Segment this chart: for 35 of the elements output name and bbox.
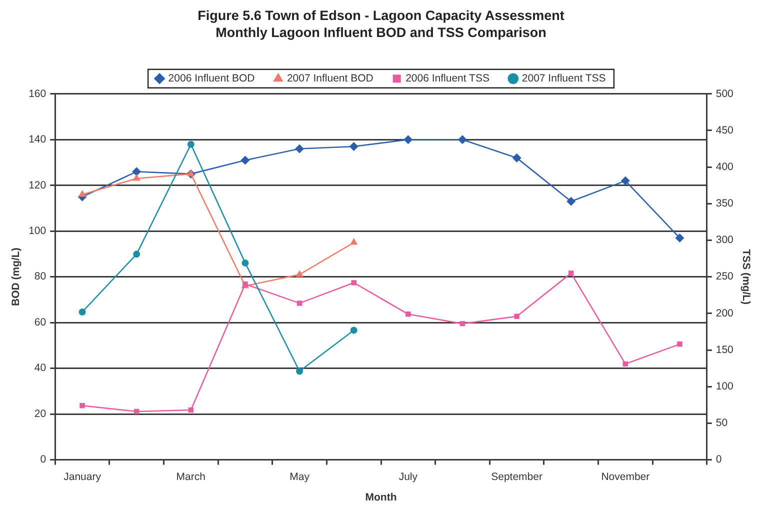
x-tick-label: May [290,470,310,483]
y2-tick-label: 50 [716,417,728,430]
y2-tick-label: 100 [716,380,734,393]
x-tick-label: March [176,470,206,483]
y-tick-label: 60 [34,316,46,328]
y-axis-title: BOD (mg/L) [10,248,22,306]
y-tick-label: 120 [28,179,46,192]
x-tick-label: July [398,470,418,483]
y-tick-label: 160 [28,88,46,100]
x-axis-title: Month [365,492,397,504]
y2-axis-title: TSS (mg/L) [740,249,752,305]
chart-title: Figure 5.6 Town of Edson - Lagoon Capacity Assessment [198,8,565,23]
y-tick-label: 100 [28,225,46,238]
x-tick-label: November [601,470,650,483]
legend-label: 2006 Influent TSS [406,72,490,85]
y-tick-label: 140 [28,134,46,146]
chart-subtitle: Monthly Lagoon Influent BOD and TSS Comparison [216,25,546,40]
x-tick-label: September [491,470,543,483]
y2-tick-label: 300 [716,234,734,246]
legend-label: 2007 Influent BOD [286,72,374,85]
x-tick-label: January [64,470,102,483]
y2-tick-label: 350 [716,198,734,210]
y2-tick-label: 200 [716,307,734,320]
y2-tick-label: 0 [716,454,722,466]
y-tick-label: 40 [34,362,46,374]
y2-tick-label: 150 [716,344,734,356]
legend-label: 2006 Influent BOD [168,72,256,85]
y2-tick-label: 450 [716,124,734,136]
y2-tick-label: 500 [716,88,734,100]
y-tick-label: 20 [34,408,46,420]
y2-tick-label: 400 [716,160,734,173]
y2-tick-label: 250 [716,270,734,283]
legend-label: 2007 Influent TSS [522,72,606,85]
y-tick-label: 80 [34,270,46,283]
y-tick-label: 0 [40,454,46,466]
